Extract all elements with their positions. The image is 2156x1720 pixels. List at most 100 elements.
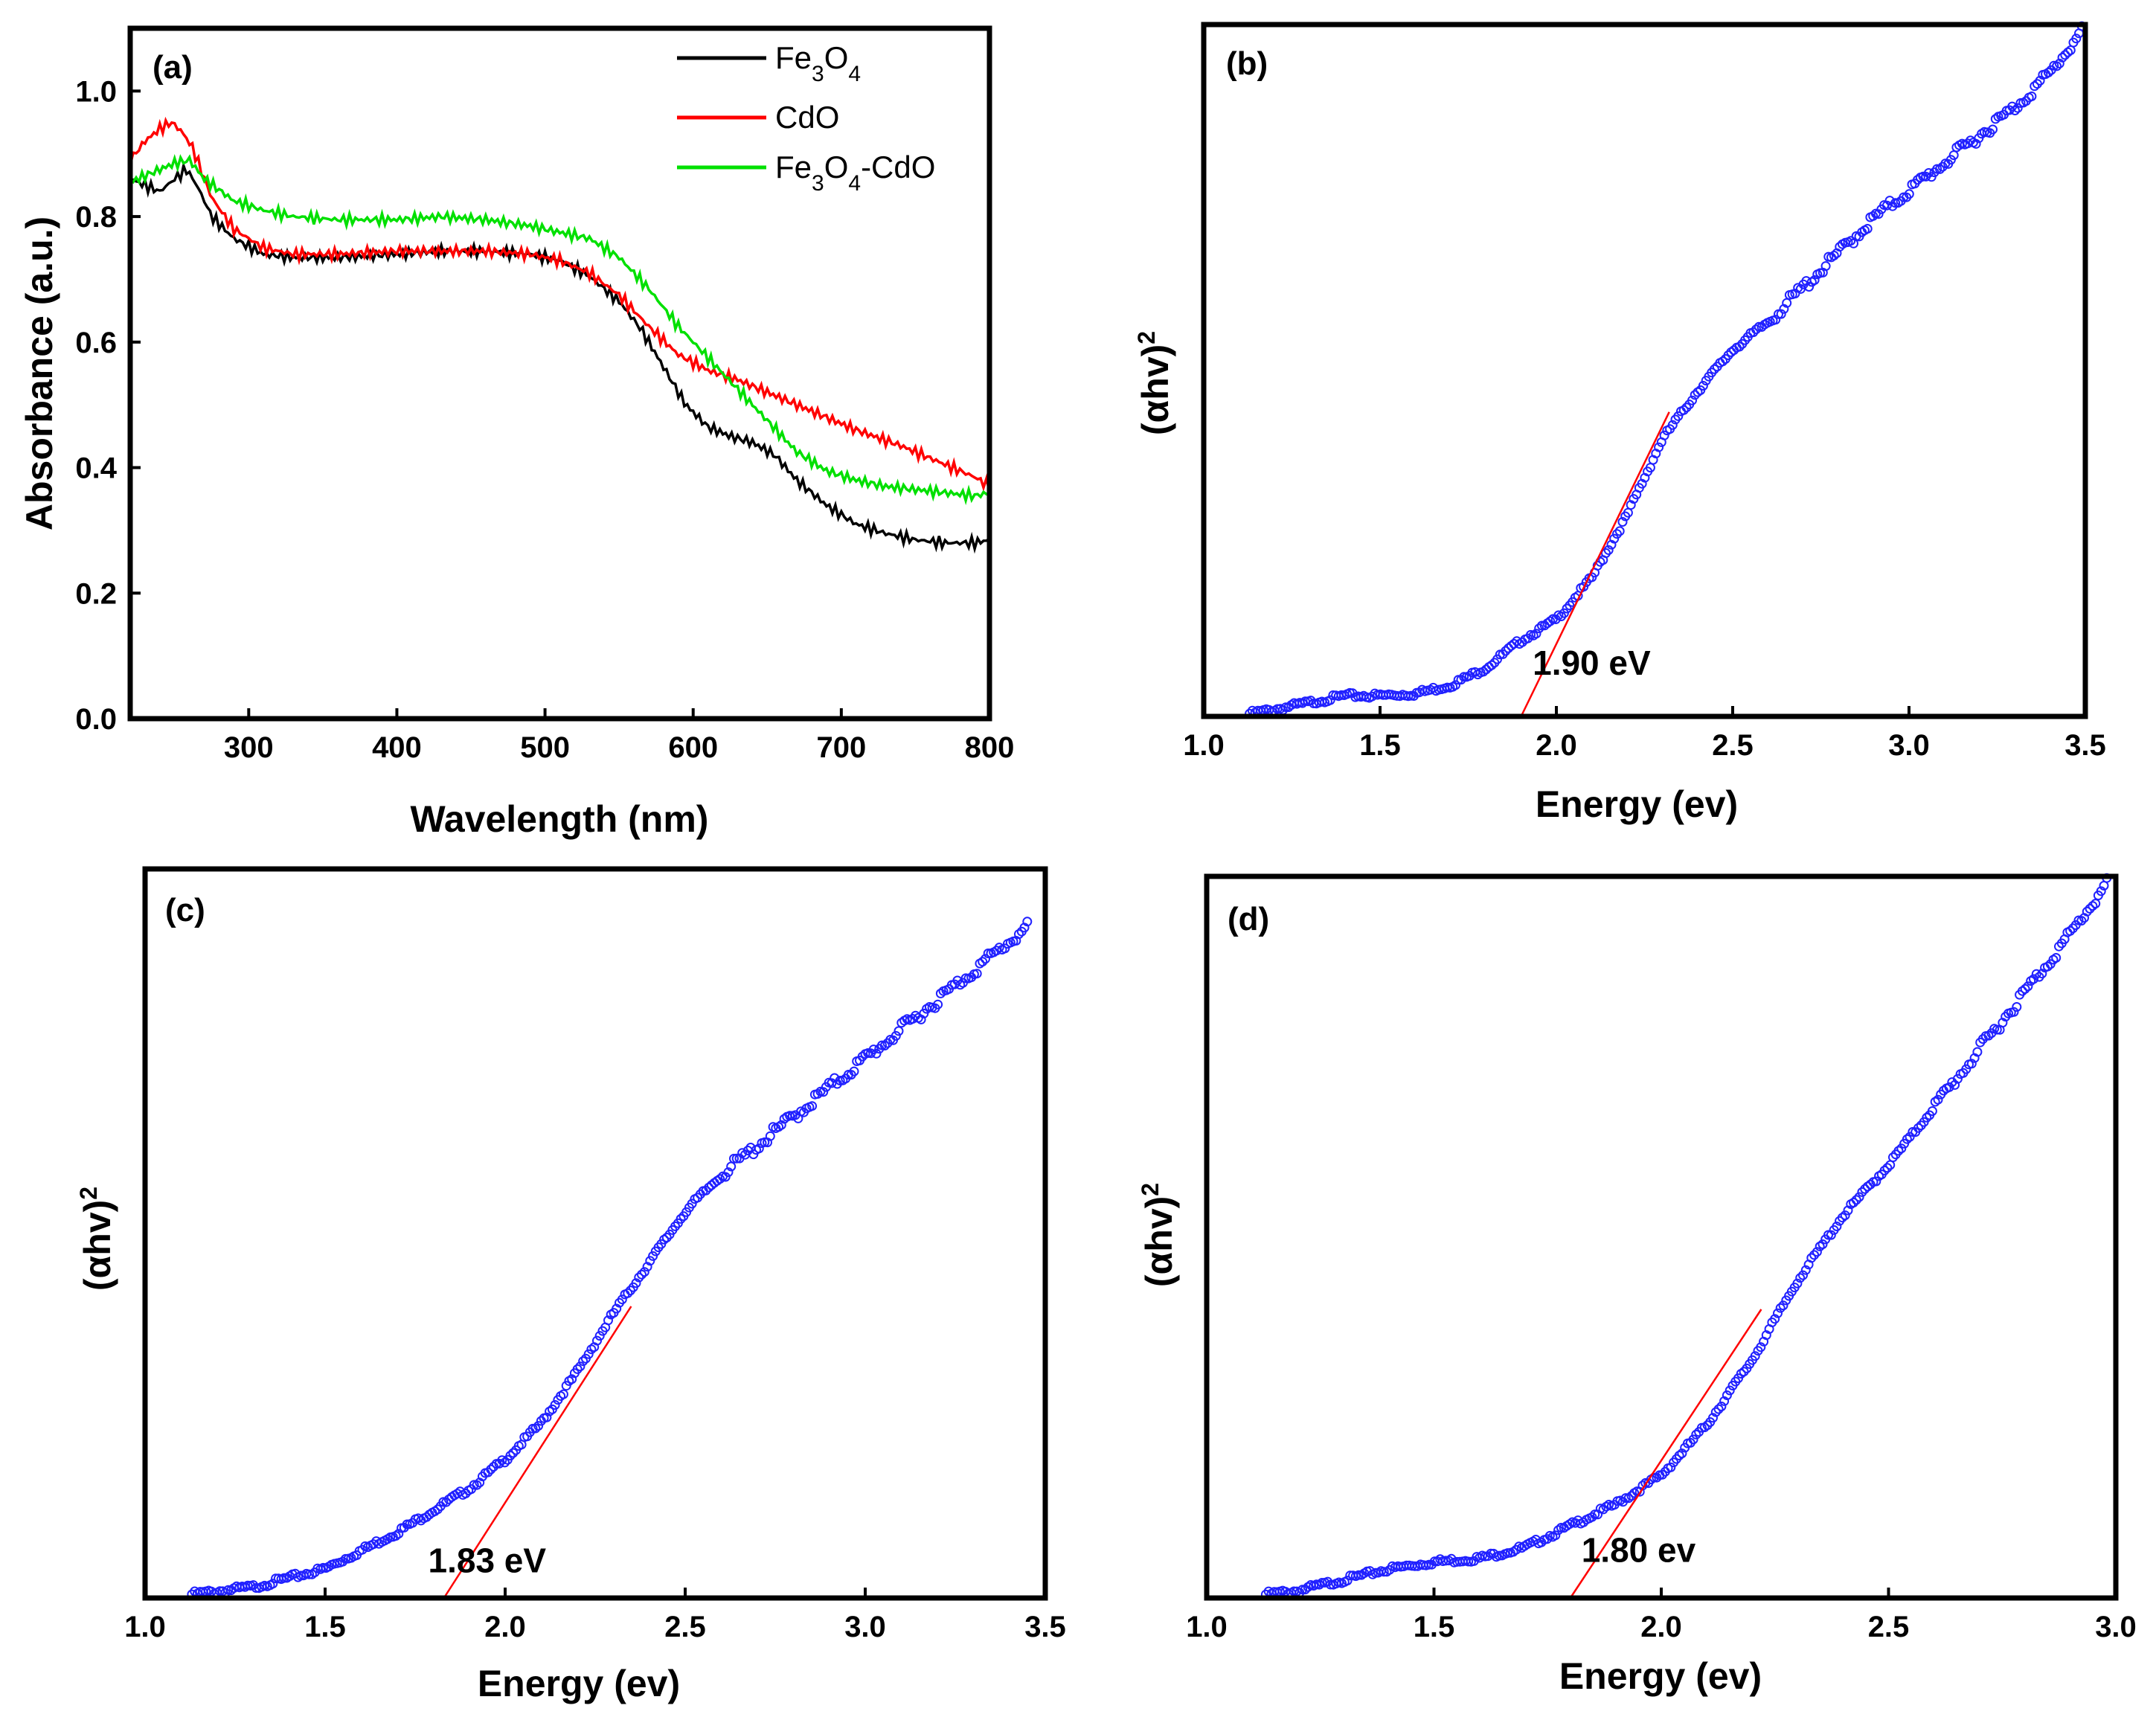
panel-d-data-point — [1677, 1448, 1687, 1459]
panel-d-data-point — [1837, 1213, 1847, 1223]
panel-c-data-point — [849, 1066, 859, 1076]
panel-b-data-point — [1456, 675, 1466, 685]
panel-c-data-point — [642, 1262, 652, 1272]
panel-c-data-point — [637, 1269, 647, 1280]
panel-c-data-point — [893, 1026, 904, 1036]
panel-d-data-point — [1716, 1402, 1727, 1411]
panel-b-data-point — [1751, 324, 1761, 335]
absorbance-series-group — [129, 116, 991, 554]
panel-c-data-point — [497, 1455, 507, 1466]
panel-c-data-point — [1014, 929, 1024, 940]
panel-b-x-tick-label: 3.0 — [1888, 729, 1930, 762]
panel-d-data-point — [2031, 969, 2041, 979]
panel-c-data-point — [583, 1349, 594, 1359]
panel-b-data-point — [1492, 654, 1503, 664]
panel-b-data-point — [1687, 395, 1697, 405]
panel-d-data-point — [2065, 925, 2076, 936]
panel-d-data-point — [2051, 953, 2062, 963]
panel-a-label: (a) — [153, 49, 193, 86]
panel-a-frame — [127, 25, 992, 722]
panel-b-data-point — [1718, 356, 1728, 367]
panel-a-y-tick-label: 0.6 — [75, 327, 117, 359]
panel-b-data-point — [2060, 50, 2070, 60]
panel-c-data-point — [765, 1131, 775, 1141]
panel-c-label: (c) — [165, 892, 205, 928]
panel-b-data-point — [1531, 629, 1541, 639]
panel-c-data-point — [983, 949, 993, 958]
panel-a-x-tick-label: 300 — [224, 731, 274, 764]
panel-d-fit-line — [1569, 1309, 1762, 1599]
panel-d-data-point — [1379, 1567, 1389, 1577]
panel-b-x-tick-label: 3.5 — [2064, 729, 2106, 762]
panel-a-x-tick-label: 800 — [965, 731, 1015, 764]
legend-entry-fe3o4-cdo: Fe3O4-CdO — [677, 150, 935, 196]
panel-c-data-point — [812, 1088, 823, 1099]
panel-d-frame — [1204, 873, 2119, 1601]
panel-a-x-axis-title: Wavelength (nm) — [411, 798, 709, 840]
panel-c-data-point — [916, 1014, 926, 1024]
panel-d-data-point — [1626, 1491, 1637, 1501]
panel-b-label: (b) — [1226, 45, 1268, 82]
legend-label-fe3o4: Fe3O4 — [775, 40, 861, 86]
panel-b-data-point — [1603, 545, 1614, 555]
panel-d-data-point — [2091, 899, 2101, 909]
panel-c-data-point — [394, 1529, 404, 1539]
panel-b-x-ticks: 1.0 1.5 2.0 2.5 3.0 3.5 — [1183, 706, 2106, 762]
panel-a-x-tick-label: 400 — [372, 731, 422, 764]
panel-d-data-point — [1913, 1123, 1923, 1133]
panel-c-data-point — [634, 1272, 644, 1283]
panel-c-data-point — [251, 1583, 261, 1593]
panel-d-data-point — [1722, 1390, 1732, 1400]
panel-d-data-point — [2088, 901, 2098, 911]
panel-d-x-axis-title: Energy (ev) — [1559, 1655, 1762, 1697]
panel-d-band-gap-label: 1.80 ev — [1582, 1531, 1696, 1570]
panel-c-data-point — [612, 1303, 622, 1314]
panel-b-data-point — [1776, 309, 1786, 319]
panel-b-data-point — [1829, 251, 1839, 260]
panel-d-data-point — [2023, 981, 2033, 992]
panel-a-y-tick-label: 0.2 — [75, 577, 117, 610]
panel-b-data-point — [1609, 533, 1620, 544]
panel-d-data-points — [1260, 873, 2112, 1599]
panel-d-data-point — [1823, 1230, 1833, 1240]
panel-c-data-point — [318, 1562, 328, 1573]
panel-b-data-point — [2043, 68, 2053, 77]
panel-b-data-point — [2012, 103, 2023, 113]
panel-c-data-point — [268, 1579, 278, 1589]
panel-b-data-point — [2010, 106, 2020, 115]
panel-a-y-axis-title: Absorbance (a.u.) — [19, 216, 60, 530]
absorbance-line-fe3o4 — [129, 161, 991, 554]
panel-c-data-point — [368, 1539, 379, 1550]
panel-b-data-point — [1723, 350, 1733, 360]
panel-d-data-point — [1840, 1210, 1850, 1221]
panel-d-data-point — [1933, 1094, 1943, 1105]
panel-c-data-point — [972, 969, 982, 979]
panel-c-data-point — [648, 1251, 658, 1261]
panel-b-data-point — [1988, 124, 1998, 135]
panel-c-data-point — [754, 1143, 764, 1154]
panel-d-x-tick-label: 2.0 — [1640, 1611, 1682, 1643]
panel-b-data-point — [1881, 200, 1892, 211]
panel-d-data-point — [1851, 1195, 1861, 1205]
panel-b-data-point — [1820, 261, 1831, 272]
panel-c-data-point — [472, 1480, 482, 1490]
panel-c-data-point — [558, 1389, 568, 1399]
panel-c-data-point — [807, 1101, 818, 1111]
panel-d-data-point — [1708, 1413, 1718, 1423]
panel-c-data-point — [639, 1267, 649, 1277]
panel-c-data-point — [676, 1213, 686, 1224]
panel-d-data-point — [1710, 1407, 1721, 1417]
panel-d-data-point — [1587, 1512, 1597, 1522]
panel-d-data-point — [1666, 1462, 1676, 1472]
panel-d-x-tick-label: 1.5 — [1414, 1611, 1455, 1643]
panel-a-x-tick-label: 500 — [520, 731, 570, 764]
panel-c-data-point — [603, 1315, 613, 1326]
panel-b-data-point — [1690, 390, 1700, 400]
panel-d-data-point — [1902, 1134, 1912, 1144]
panel-c-data-point — [533, 1421, 544, 1431]
panel-d-x-ticks: 1.0 1.5 2.0 2.5 3.0 — [1186, 1588, 2137, 1643]
panel-d-data-point — [1922, 1112, 1932, 1123]
panel-c-fit-line — [443, 1306, 632, 1599]
panel-c-data-point — [550, 1400, 560, 1410]
panel-c-data-point — [720, 1172, 731, 1182]
